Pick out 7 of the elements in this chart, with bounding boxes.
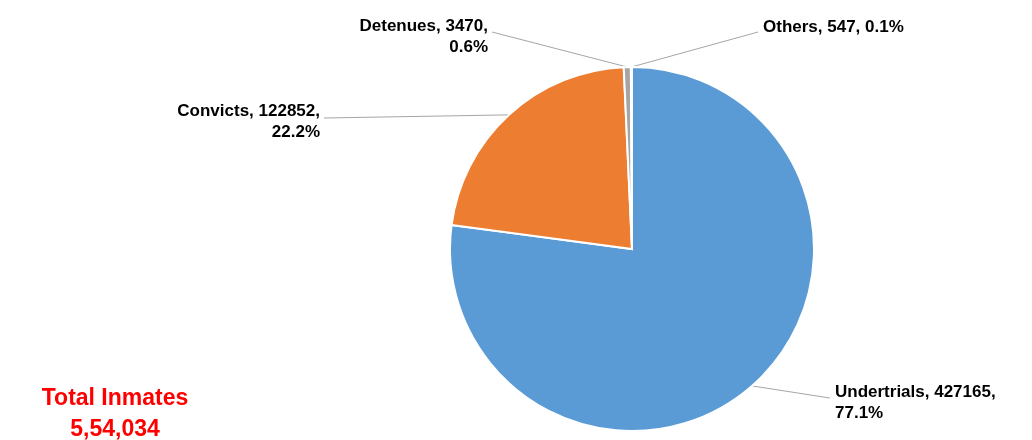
- text: 5,54,034: [70, 415, 160, 440]
- slice-label: Undertrials, 427165, 77.1%: [835, 382, 996, 422]
- pie-slice: [449, 66, 815, 432]
- slice-label: Convicts, 122852, 22.2%: [177, 101, 320, 141]
- text: Total Inmates: [41, 384, 189, 410]
- slice-label: Detenues, 3470, 0.6%: [359, 16, 488, 56]
- slice-label: Others, 547, 0.1%: [763, 17, 904, 36]
